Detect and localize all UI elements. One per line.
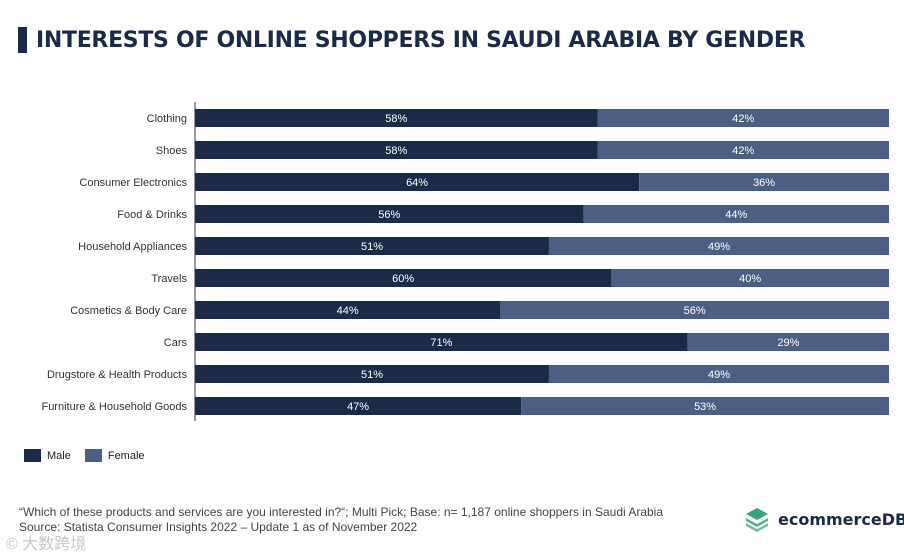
data-label: 53% — [694, 401, 716, 413]
bar-segment-female — [639, 173, 889, 191]
data-label: 44% — [337, 305, 359, 317]
bar-segment-female — [583, 205, 889, 223]
chart-title-text: INTERESTS OF ONLINE SHOPPERS IN SAUDI AR… — [36, 27, 806, 53]
bar-segment-female — [548, 237, 889, 255]
bar-segment-male — [195, 365, 549, 383]
category-label: Shoes — [156, 145, 188, 157]
legend: Male Female — [24, 449, 159, 462]
legend-swatch-female — [84, 449, 102, 462]
bar-segment-female — [597, 109, 889, 127]
category-label: Clothing — [147, 113, 187, 125]
title-marker — [18, 27, 27, 53]
data-label: 36% — [753, 177, 775, 189]
footnote-question: “Which of these products and services ar… — [19, 505, 664, 519]
category-label: Food & Drinks — [117, 209, 187, 221]
legend-swatch-male — [24, 449, 41, 462]
data-label: 56% — [378, 209, 400, 221]
footnote: “Which of these products and services ar… — [19, 505, 663, 535]
legend-item-male: Male — [24, 449, 71, 462]
data-label: 56% — [684, 305, 706, 317]
bar-segment-male — [195, 141, 598, 159]
legend-label-female: Female — [107, 449, 145, 462]
brand-logo: ecommerceDB — [744, 506, 904, 532]
data-label: 64% — [406, 177, 428, 189]
data-label: 47% — [347, 401, 369, 413]
bar-segment-female — [611, 269, 889, 287]
data-label: 49% — [708, 241, 730, 253]
footnote-source: Source: Statista Consumer Insights 2022 … — [19, 520, 418, 534]
data-label: 58% — [385, 145, 407, 157]
bar-segment-female — [500, 301, 889, 319]
bar-segment-male — [195, 205, 584, 223]
bar-segment-female — [687, 333, 889, 351]
bar-segment-female — [597, 141, 889, 159]
legend-item-female: Female — [84, 449, 145, 462]
category-label: Furniture & Household Goods — [41, 401, 187, 413]
data-label: 44% — [725, 209, 747, 221]
bar-segment-female — [521, 397, 889, 415]
chart-title: INTERESTS OF ONLINE SHOPPERS IN SAUDI AR… — [18, 27, 805, 53]
data-label: 60% — [392, 273, 414, 285]
data-label: 51% — [361, 241, 383, 253]
bar-segment-male — [195, 269, 612, 287]
stacked-bar-chart: Clothing 58% 42% Shoes 58% 42% Consumer Electr… — [41, 102, 889, 421]
category-label: Household Appliances — [78, 241, 187, 253]
bar-segment-male — [195, 397, 522, 415]
category-label: Cars — [164, 337, 188, 349]
data-label: 42% — [732, 113, 754, 125]
bar-segment-male — [195, 109, 598, 127]
bar-segment-male — [195, 333, 688, 351]
legend-label-male: Male — [47, 449, 71, 462]
bar-segment-male — [195, 301, 501, 319]
data-label: 58% — [385, 113, 407, 125]
category-label: Drugstore & Health Products — [47, 369, 188, 381]
bar-segment-male — [195, 237, 549, 255]
data-label: 29% — [777, 337, 799, 349]
data-label: 51% — [361, 369, 383, 381]
stacked-layers-icon — [746, 508, 768, 532]
data-label: 49% — [708, 369, 730, 381]
data-label: 40% — [739, 273, 761, 285]
category-label: Cosmetics & Body Care — [70, 305, 187, 317]
bar-segment-male — [195, 173, 640, 191]
brand-name: ecommerceDB — [778, 509, 904, 529]
bar-segment-female — [548, 365, 889, 383]
data-label: 42% — [732, 145, 754, 157]
watermark: © 大数跨境 — [6, 536, 87, 553]
data-label: 71% — [430, 337, 452, 349]
category-label: Consumer Electronics — [79, 177, 187, 189]
category-label: Travels — [151, 273, 187, 285]
